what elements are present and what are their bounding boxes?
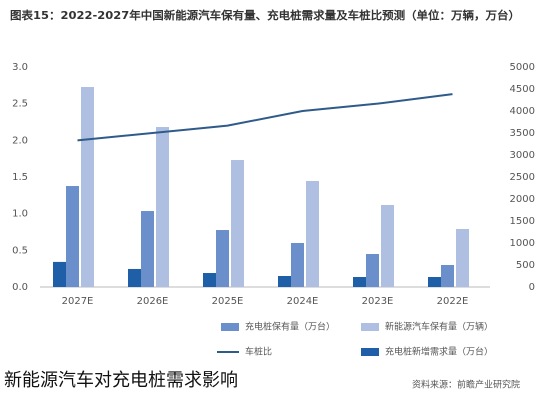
y2-tick-label: 500 (516, 260, 535, 271)
legend-label: 充电桩新增需求量（万台） (385, 346, 493, 358)
y-tick-label: 1.5 (12, 172, 28, 183)
legend-label: 新能源汽车保有量（万辆） (385, 321, 493, 333)
chart-title: 图表15：2022-2027年中国新能源汽车保有量、充电桩需求量及车桩比预测（单… (10, 8, 520, 22)
bar (456, 229, 469, 287)
y2-tick-label: 2500 (510, 172, 535, 183)
bar (156, 127, 169, 288)
y-tick-label: 0.0 (12, 282, 28, 293)
x-tick-label: 2024E (287, 296, 319, 307)
legend-swatch (361, 323, 379, 331)
x-tick-label: 2025E (212, 296, 244, 307)
bar (81, 87, 94, 288)
legend-label: 充电桩保有量（万台） (245, 321, 335, 333)
y2-tick-label: 1000 (510, 238, 535, 249)
bar (353, 277, 366, 287)
y2-tick-label: 4500 (510, 84, 535, 95)
bar (216, 230, 229, 287)
y2-tick-label: 4000 (510, 106, 535, 117)
legend-label: 车桩比 (245, 346, 272, 358)
x-tick-label: 2027E (62, 296, 94, 307)
y2-tick-label: 1500 (510, 216, 535, 227)
bar (66, 186, 79, 287)
bar (381, 204, 394, 287)
y-tick-label: 2.5 (12, 99, 28, 110)
source: 资料来源：前瞻产业研究院 (412, 379, 520, 391)
bar (53, 261, 66, 287)
caption: 新能源汽车对充电桩需求影响 (0, 366, 242, 392)
x-tick-label: 2022E (437, 296, 469, 307)
bar (128, 268, 141, 287)
legend-swatch (361, 348, 379, 356)
y2-tick-label: 2000 (510, 194, 535, 205)
y-tick-label: 0.5 (12, 245, 28, 256)
bar (366, 254, 379, 287)
bar (441, 265, 454, 287)
legend-swatch (221, 323, 239, 331)
y-tick-label: 1.0 (12, 209, 28, 220)
x-tick-label: 2026E (137, 296, 169, 307)
bar (203, 273, 216, 287)
bar (231, 160, 244, 287)
line (77, 93, 453, 142)
x-tick-label: 2023E (362, 296, 394, 307)
bar (306, 181, 319, 287)
y-tick-label: 2.0 (12, 135, 28, 146)
bar (291, 243, 304, 287)
y2-tick-label: 5000 (510, 62, 535, 73)
y-tick-label: 3.0 (12, 62, 28, 73)
bar (141, 211, 154, 287)
y2-tick-label: 0 (529, 282, 535, 293)
bar (428, 277, 441, 287)
bar (278, 276, 291, 287)
y2-tick-label: 3000 (510, 150, 535, 161)
y2-tick-label: 3500 (510, 128, 535, 139)
